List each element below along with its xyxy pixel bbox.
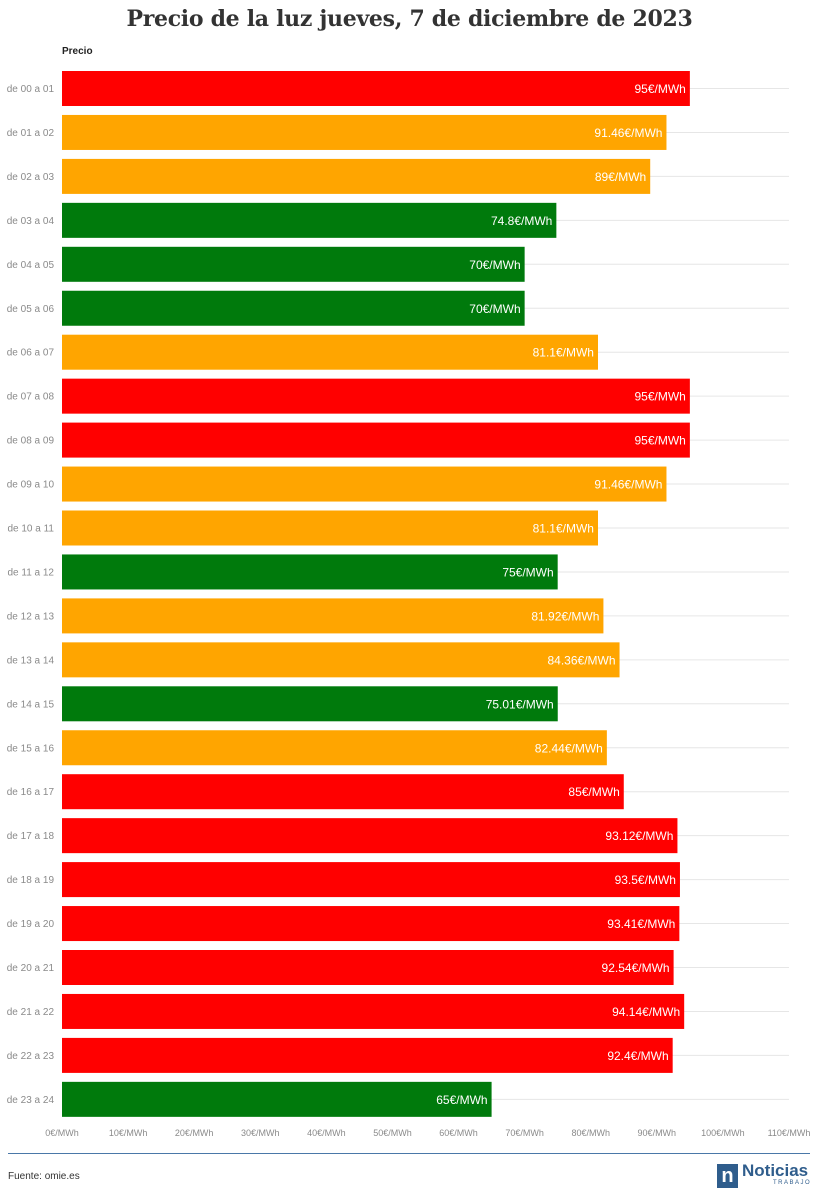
- x-tick-label: 0€/MWh: [45, 1128, 79, 1138]
- legend-label: Precio: [62, 46, 93, 57]
- x-tick-label: 50€/MWh: [373, 1128, 412, 1138]
- bar-value-label: 95€/MWh: [635, 390, 686, 404]
- bar: [62, 510, 598, 546]
- footer-divider: [8, 1153, 810, 1154]
- bar-value-label: 94.14€/MWh: [612, 1005, 680, 1019]
- x-tick-label: 10€/MWh: [109, 1128, 148, 1138]
- category-label: de 08 a 09: [7, 436, 55, 447]
- bar: [62, 378, 690, 414]
- category-label: de 15 a 16: [7, 743, 55, 754]
- category-label: de 18 a 19: [7, 875, 55, 886]
- category-label: de 13 a 14: [7, 655, 55, 666]
- bar: [62, 290, 525, 326]
- x-tick-label: 110€/MWh: [768, 1128, 811, 1138]
- bar-value-label: 65€/MWh: [436, 1093, 487, 1107]
- bar-value-label: 89€/MWh: [595, 170, 646, 184]
- category-label: de 19 a 20: [7, 919, 55, 930]
- bar-value-label: 70€/MWh: [469, 258, 520, 272]
- category-label: de 00 a 01: [7, 84, 55, 95]
- bar: [62, 202, 557, 238]
- bar: [62, 554, 558, 590]
- category-label: de 22 a 23: [7, 1051, 55, 1062]
- category-label: de 04 a 05: [7, 260, 55, 271]
- bar-value-label: 95€/MWh: [635, 434, 686, 448]
- bar-value-label: 91.46€/MWh: [594, 126, 662, 140]
- bar: [62, 334, 598, 370]
- bar-value-label: 81.1€/MWh: [533, 346, 594, 360]
- x-tick-label: 30€/MWh: [241, 1128, 280, 1138]
- category-label: de 02 a 03: [7, 172, 55, 183]
- bar: [62, 906, 680, 942]
- bar-value-label: 70€/MWh: [469, 302, 520, 316]
- category-label: de 06 a 07: [7, 348, 55, 359]
- bar: [62, 466, 667, 502]
- category-label: de 17 a 18: [7, 831, 55, 842]
- bar: [62, 246, 525, 282]
- bar-value-label: 75.01€/MWh: [486, 697, 554, 711]
- category-label: de 12 a 13: [7, 611, 55, 622]
- category-label: de 03 a 04: [7, 216, 55, 227]
- bar-value-label: 75€/MWh: [502, 565, 553, 579]
- bar-value-label: 82.44€/MWh: [535, 741, 603, 755]
- bar-value-label: 92.54€/MWh: [602, 961, 670, 975]
- logo-icon: n: [717, 1164, 738, 1188]
- category-label: de 09 a 10: [7, 480, 55, 491]
- brand-logo[interactable]: n Noticias TRABAJO: [717, 1161, 813, 1191]
- x-tick-label: 20€/MWh: [175, 1128, 214, 1138]
- x-tick-label: 100€/MWh: [701, 1128, 745, 1138]
- bar: [62, 158, 651, 194]
- bar-value-label: 95€/MWh: [635, 82, 686, 96]
- bar: [62, 993, 685, 1029]
- x-tick-label: 90€/MWh: [638, 1128, 677, 1138]
- bar: [62, 686, 558, 722]
- bar: [62, 642, 620, 678]
- category-label: de 23 a 24: [7, 1095, 55, 1106]
- category-label: de 10 a 11: [7, 524, 54, 535]
- source-note: Fuente: omie.es: [8, 1171, 80, 1182]
- category-label: de 21 a 22: [7, 1007, 55, 1018]
- bar: [62, 422, 690, 458]
- bar: [62, 114, 667, 150]
- bar: [62, 1081, 492, 1117]
- bar-value-label: 92.4€/MWh: [607, 1049, 668, 1063]
- bar-value-label: 91.46€/MWh: [594, 478, 662, 492]
- bar: [62, 730, 607, 766]
- bar-value-label: 85€/MWh: [568, 785, 619, 799]
- chart-title: Precio de la luz jueves, 7 de diciembre …: [126, 6, 693, 32]
- bar-value-label: 93.41€/MWh: [607, 917, 675, 931]
- x-tick-label: 70€/MWh: [505, 1128, 544, 1138]
- x-tick-label: 60€/MWh: [439, 1128, 478, 1138]
- bar-value-label: 93.12€/MWh: [605, 829, 673, 843]
- bar: [62, 1037, 673, 1073]
- category-label: de 16 a 17: [7, 787, 55, 798]
- bar-value-label: 93.5€/MWh: [615, 873, 676, 887]
- category-label: de 14 a 15: [7, 699, 55, 710]
- bar: [62, 862, 680, 898]
- category-label: de 01 a 02: [7, 128, 55, 139]
- bar: [62, 950, 674, 985]
- bar-value-label: 84.36€/MWh: [547, 653, 615, 667]
- bar: [62, 818, 678, 854]
- category-label: de 07 a 08: [7, 392, 55, 403]
- category-label: de 11 a 12: [7, 567, 54, 578]
- logo-subtitle: TRABAJO: [773, 1180, 812, 1186]
- bar-value-label: 81.92€/MWh: [531, 609, 599, 623]
- bar: [62, 774, 624, 810]
- category-label: de 20 a 21: [7, 963, 55, 974]
- bar-value-label: 74.8€/MWh: [491, 214, 552, 228]
- category-label: de 05 a 06: [7, 304, 55, 315]
- x-tick-label: 80€/MWh: [571, 1128, 610, 1138]
- bar: [62, 71, 690, 106]
- bar-value-label: 81.1€/MWh: [533, 522, 594, 536]
- x-tick-label: 40€/MWh: [307, 1128, 346, 1138]
- logo-wordmark: Noticias: [742, 1161, 809, 1180]
- bar: [62, 598, 604, 634]
- bar-chart: de 00 a 01 95€/MWh de 01 a 02 91.46€/MWh de …: [7, 71, 811, 1138]
